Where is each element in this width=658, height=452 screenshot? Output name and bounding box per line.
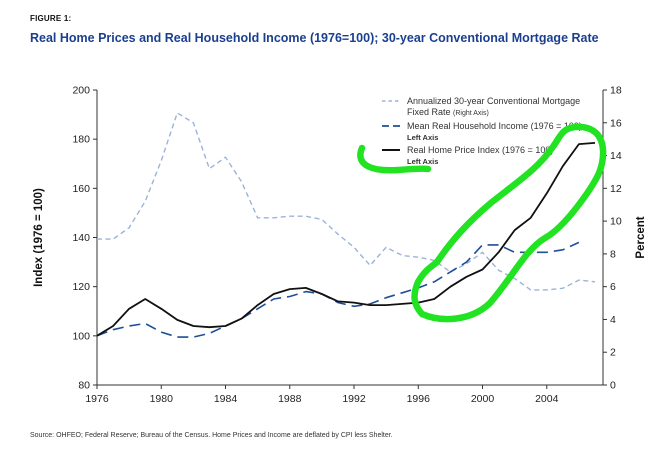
chart-title: Real Home Prices and Real Household Inco… [30, 31, 599, 45]
left-tick-label: 120 [72, 281, 90, 293]
left-axis-title: Index (1976 = 100) [33, 188, 45, 287]
right-tick-label: 10 [610, 216, 622, 228]
right-tick-label: 2 [610, 347, 616, 359]
legend-label-mortgage: Annualized 30-year Conventional Mortgage [407, 96, 580, 106]
x-tick-label: 1988 [278, 393, 302, 405]
x-tick-label: 1992 [342, 393, 366, 405]
legend-label-homeprice: Real Home Price Index (1976 = 100) [407, 145, 553, 155]
series-line-mortgage [97, 112, 596, 291]
right-tick-label: 6 [610, 281, 616, 293]
legend-sublabel-homeprice: Left Axis [407, 157, 438, 166]
x-tick-label: 2000 [471, 393, 495, 405]
left-tick-label: 180 [72, 134, 90, 146]
x-tick-label: 1980 [150, 393, 174, 405]
right-tick-label: 0 [610, 380, 616, 392]
x-tick-label: 1984 [214, 393, 238, 405]
right-tick-label: 16 [610, 117, 622, 129]
source-note: Source: OHFEO; Federal Reserve; Bureau o… [30, 432, 393, 439]
highlight-arrow-mark [357, 144, 432, 174]
right-tick-label: 18 [610, 85, 622, 97]
right-tick-label: 4 [610, 314, 616, 326]
x-tick-label: 1996 [407, 393, 431, 405]
right-tick-label: 14 [610, 150, 622, 162]
left-tick-label: 140 [72, 232, 90, 244]
left-tick-label: 80 [78, 380, 90, 392]
left-tick-label: 200 [72, 85, 90, 97]
figure-label: FIGURE 1: [30, 14, 72, 23]
series-line-income [96, 241, 580, 338]
left-tick-label: 160 [72, 183, 90, 195]
right-tick-label: 12 [610, 183, 622, 195]
highlight-circle-mark [411, 123, 607, 323]
series-line-homeprice [96, 142, 596, 337]
legend-sublabel-mortgage: Fixed Rate (Right Axis) [407, 107, 489, 117]
left-tick-label: 100 [72, 330, 90, 342]
x-tick-label: 1976 [85, 393, 109, 405]
legend-label-income: Mean Real Household Income (1976 = 100) [407, 121, 582, 131]
x-tick-label: 2004 [535, 393, 559, 405]
legend-note-mortgage: (Right Axis) [453, 110, 489, 117]
right-axis-title: Percent [635, 216, 647, 258]
legend-sublabel-income: Left Axis [407, 133, 438, 142]
right-tick-label: 8 [610, 248, 616, 260]
